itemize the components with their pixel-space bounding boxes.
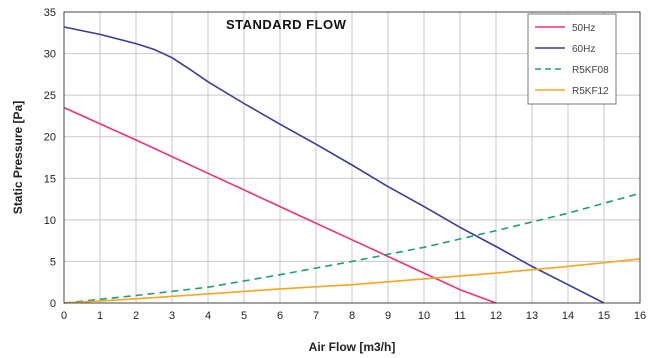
x-tick-label: 9 [385,310,391,322]
series-line-50hz [63,106,497,304]
y-tick-label: 30 [44,49,56,61]
y-tick-label: 35 [44,7,56,19]
legend-label: R5KF08 [572,65,609,76]
x-tick-label: 11 [454,310,465,322]
x-tick-label: 14 [562,310,574,322]
x-tick-label: 7 [313,310,319,322]
series-layer [63,26,641,304]
x-tick-label: 5 [241,310,247,322]
y-tick-label: 20 [44,132,56,144]
y-tick-label: 5 [50,256,56,268]
y-tick-label: 25 [44,90,56,102]
x-tick-label: 15 [598,310,610,322]
series-line-r5kf08 [63,192,641,304]
legend-label: 50Hz [572,23,595,34]
chart-title: STANDARD FLOW [226,17,347,32]
y-tick-label: 15 [44,173,56,185]
series-line-60hz [63,26,605,304]
plot-frame [63,11,641,304]
x-tick-label: 2 [133,310,139,322]
x-tick-label: 13 [526,310,538,322]
x-axis-title: Air Flow [m3/h] [309,340,396,354]
x-tick-label: 1 [97,310,103,322]
x-tick-labels: 0 1 2 3 4 5 6 7 8 9 10 11 12 13 14 15 16 [61,310,646,322]
series-line-r5kf12 [63,258,641,304]
y-tick-label: 0 [50,298,56,310]
x-tick-label: 0 [61,310,67,322]
y-axis-title: Static Pressure [Pa] [11,101,25,214]
legend-box [527,13,617,105]
y-tick-labels: 0 5 10 15 20 25 30 35 [44,7,56,310]
x-tick-label: 4 [205,310,211,322]
x-tick-label: 16 [634,310,646,322]
y-tick-label: 10 [44,215,56,227]
legend: 50Hz 60Hz R5KF08 R5KF12 [527,13,617,105]
legend-label: R5KF12 [572,86,609,97]
x-tick-label: 10 [418,310,430,322]
legend-label: 60Hz [572,44,595,55]
x-tick-label: 6 [277,310,283,322]
x-tick-label: 3 [169,310,175,322]
x-tick-label: 8 [349,310,355,322]
x-tick-label: 12 [490,310,502,322]
